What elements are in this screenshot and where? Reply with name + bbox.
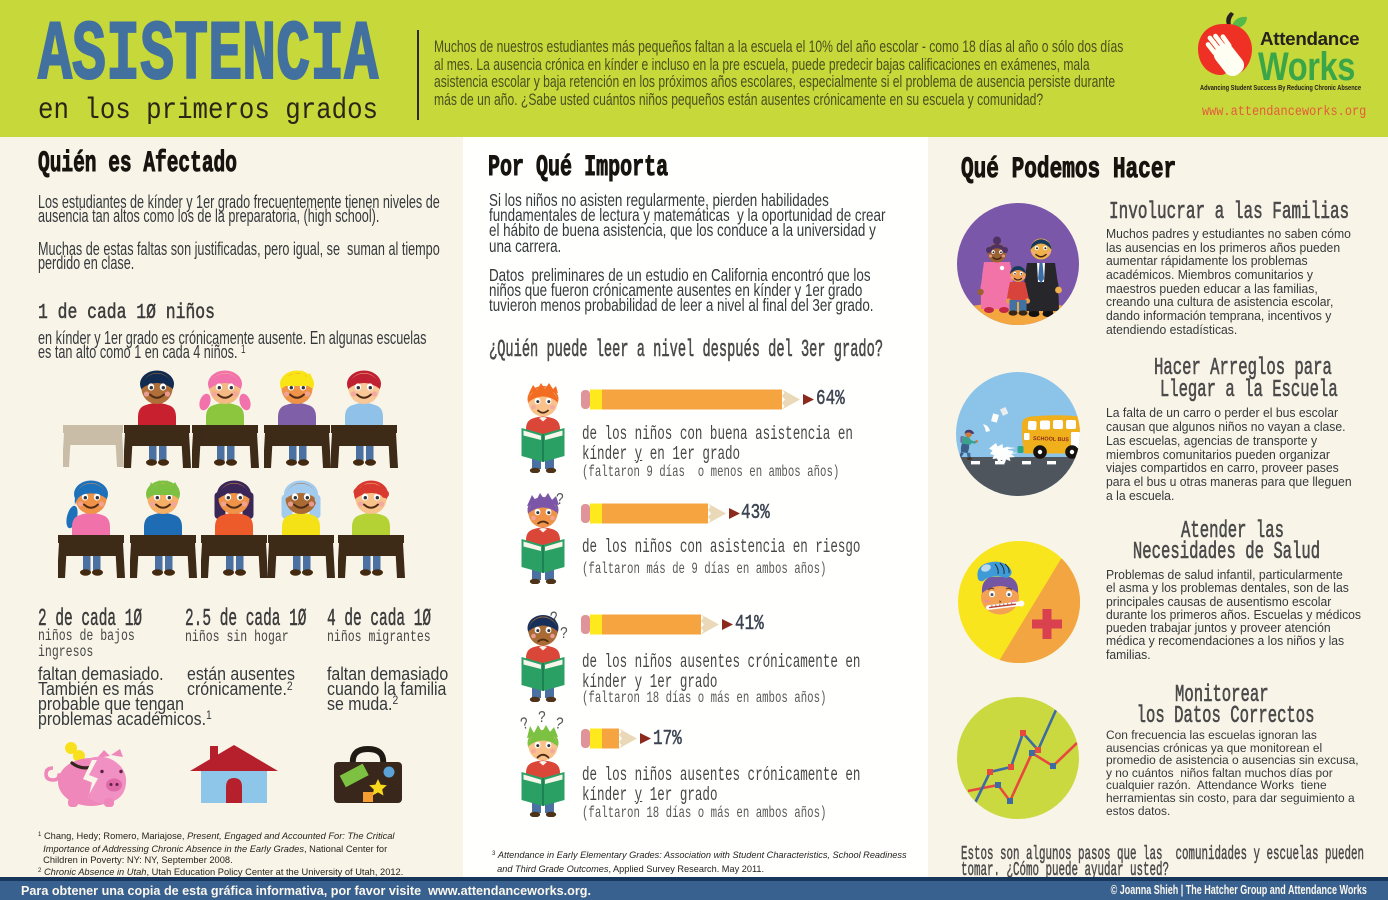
svg-text:SCHOOL BUS: SCHOOL BUS [1033,436,1069,443]
